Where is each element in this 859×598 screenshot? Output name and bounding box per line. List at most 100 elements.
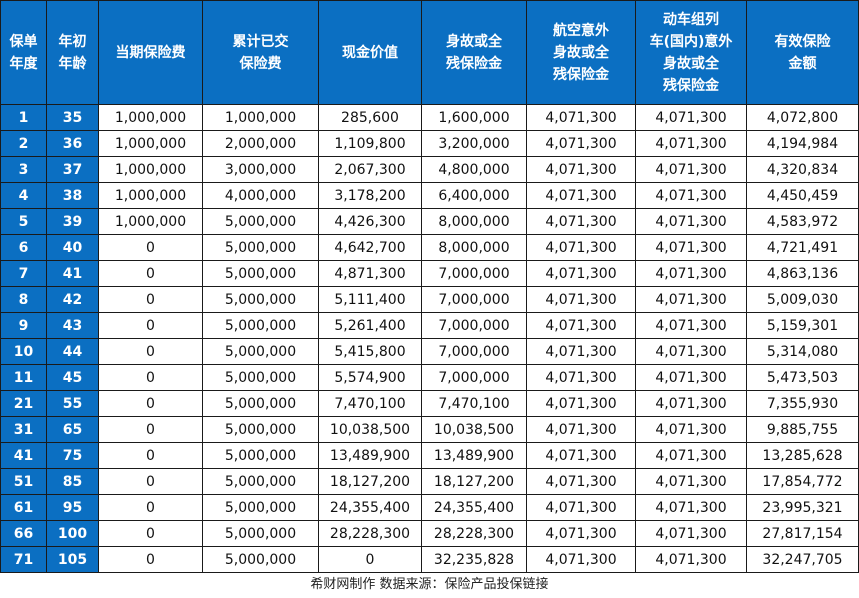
cell-age: 105 — [46, 546, 99, 573]
cell-train-accident-benefit: 4,071,300 — [635, 364, 747, 391]
cell-air-accident-benefit: 4,071,300 — [526, 182, 636, 209]
cell-effective-sum-insured: 4,583,972 — [746, 208, 859, 235]
cell-cumulative-premium: 5,000,000 — [202, 546, 319, 573]
cell-train-accident-benefit: 4,071,300 — [635, 156, 747, 183]
cell-age: 35 — [46, 104, 99, 131]
cell-effective-sum-insured: 4,863,136 — [746, 260, 859, 287]
cell-current-premium: 0 — [98, 442, 203, 469]
cell-death-benefit: 7,000,000 — [421, 364, 527, 391]
cell-death-benefit: 1,600,000 — [421, 104, 527, 131]
cell-death-benefit: 8,000,000 — [421, 234, 527, 261]
cell-cash-value: 24,355,400 — [318, 494, 422, 521]
header-current-premium: 当期保险费 — [98, 0, 203, 105]
table-row: 8 42 0 5,000,000 5,111,400 7,000,000 4,071,300… — [0, 286, 859, 313]
table-row: 9 43 0 5,000,000 5,261,400 7,000,000 4,071,300… — [0, 312, 859, 339]
cell-policy-year: 4 — [0, 182, 47, 209]
cell-death-benefit: 24,355,400 — [421, 494, 527, 521]
cell-effective-sum-insured: 17,854,772 — [746, 468, 859, 495]
cell-train-accident-benefit: 4,071,300 — [635, 104, 747, 131]
cell-train-accident-benefit: 4,071,300 — [635, 286, 747, 313]
cell-effective-sum-insured: 7,355,930 — [746, 390, 859, 417]
cell-air-accident-benefit: 4,071,300 — [526, 390, 636, 417]
cell-policy-year: 3 — [0, 156, 47, 183]
cell-effective-sum-insured: 4,072,800 — [746, 104, 859, 131]
header-policy-year: 保单 年度 — [0, 0, 47, 105]
cell-train-accident-benefit: 4,071,300 — [635, 390, 747, 417]
cell-current-premium: 0 — [98, 390, 203, 417]
cell-policy-year: 10 — [0, 338, 47, 365]
cell-air-accident-benefit: 4,071,300 — [526, 234, 636, 261]
cell-policy-year: 61 — [0, 494, 47, 521]
cell-age: 65 — [46, 416, 99, 443]
cell-policy-year: 31 — [0, 416, 47, 443]
cell-current-premium: 1,000,000 — [98, 156, 203, 183]
cell-current-premium: 0 — [98, 416, 203, 443]
cell-effective-sum-insured: 4,194,984 — [746, 130, 859, 157]
cell-cumulative-premium: 5,000,000 — [202, 364, 319, 391]
header-age: 年初 年龄 — [46, 0, 99, 105]
cell-age: 55 — [46, 390, 99, 417]
cell-age: 40 — [46, 234, 99, 261]
cell-current-premium: 0 — [98, 338, 203, 365]
cell-age: 100 — [46, 520, 99, 547]
cell-effective-sum-insured: 5,473,503 — [746, 364, 859, 391]
cell-current-premium: 0 — [98, 260, 203, 287]
cell-cash-value: 4,426,300 — [318, 208, 422, 235]
cell-effective-sum-insured: 27,817,154 — [746, 520, 859, 547]
table-row: 66 100 0 5,000,000 28,228,300 28,228,300 4,071… — [0, 520, 859, 547]
cell-age: 38 — [46, 182, 99, 209]
cell-air-accident-benefit: 4,071,300 — [526, 520, 636, 547]
cell-train-accident-benefit: 4,071,300 — [635, 416, 747, 443]
cell-train-accident-benefit: 4,071,300 — [635, 546, 747, 573]
cell-cumulative-premium: 5,000,000 — [202, 312, 319, 339]
table-row: 1 35 1,000,000 1,000,000 285,600 1,600,000 4,0… — [0, 104, 859, 131]
cell-effective-sum-insured: 23,995,321 — [746, 494, 859, 521]
cell-age: 85 — [46, 468, 99, 495]
cell-current-premium: 0 — [98, 364, 203, 391]
cell-policy-year: 2 — [0, 130, 47, 157]
table-row: 11 45 0 5,000,000 5,574,900 7,000,000 4,071,30… — [0, 364, 859, 391]
header-death-benefit: 身故或全 残保险金 — [421, 0, 527, 105]
cell-cumulative-premium: 5,000,000 — [202, 390, 319, 417]
cell-air-accident-benefit: 4,071,300 — [526, 156, 636, 183]
table-row: 41 75 0 5,000,000 13,489,900 13,489,900 4,071,… — [0, 442, 859, 469]
cell-age: 75 — [46, 442, 99, 469]
cell-air-accident-benefit: 4,071,300 — [526, 338, 636, 365]
cell-air-accident-benefit: 4,071,300 — [526, 104, 636, 131]
header-cash-value: 现金价值 — [318, 0, 422, 105]
cell-train-accident-benefit: 4,071,300 — [635, 338, 747, 365]
cell-effective-sum-insured: 4,320,834 — [746, 156, 859, 183]
cell-policy-year: 1 — [0, 104, 47, 131]
cell-cumulative-premium: 5,000,000 — [202, 260, 319, 287]
cell-death-benefit: 7,000,000 — [421, 338, 527, 365]
cell-effective-sum-insured: 5,009,030 — [746, 286, 859, 313]
cell-effective-sum-insured: 4,450,459 — [746, 182, 859, 209]
cell-effective-sum-insured: 32,247,705 — [746, 546, 859, 573]
cell-effective-sum-insured: 5,159,301 — [746, 312, 859, 339]
cell-age: 44 — [46, 338, 99, 365]
cell-age: 95 — [46, 494, 99, 521]
header-train-accident-benefit: 动车组列 车(国内)意外 身故或全 残保险金 — [635, 0, 747, 105]
cell-death-benefit: 7,000,000 — [421, 312, 527, 339]
cell-age: 42 — [46, 286, 99, 313]
table-body: 1 35 1,000,000 1,000,000 285,600 1,600,000 4,0… — [0, 104, 859, 573]
cell-current-premium: 0 — [98, 494, 203, 521]
cell-policy-year: 41 — [0, 442, 47, 469]
table-row: 71 105 0 5,000,000 0 32,235,828 4,071,300 4,071… — [0, 546, 859, 573]
table-row: 5 39 1,000,000 5,000,000 4,426,300 8,000,000 4… — [0, 208, 859, 235]
cell-death-benefit: 7,470,100 — [421, 390, 527, 417]
cell-death-benefit: 18,127,200 — [421, 468, 527, 495]
table-row: 7 41 0 5,000,000 4,871,300 7,000,000 4,071,300… — [0, 260, 859, 287]
table-row: 6 40 0 5,000,000 4,642,700 8,000,000 4,071,300… — [0, 234, 859, 261]
cell-cumulative-premium: 5,000,000 — [202, 338, 319, 365]
cell-policy-year: 7 — [0, 260, 47, 287]
cell-policy-year: 21 — [0, 390, 47, 417]
cell-cumulative-premium: 5,000,000 — [202, 494, 319, 521]
cell-air-accident-benefit: 4,071,300 — [526, 312, 636, 339]
cell-death-benefit: 7,000,000 — [421, 260, 527, 287]
cell-death-benefit: 6,400,000 — [421, 182, 527, 209]
cell-cash-value: 28,228,300 — [318, 520, 422, 547]
cell-death-benefit: 4,800,000 — [421, 156, 527, 183]
cell-train-accident-benefit: 4,071,300 — [635, 130, 747, 157]
cell-current-premium: 1,000,000 — [98, 130, 203, 157]
